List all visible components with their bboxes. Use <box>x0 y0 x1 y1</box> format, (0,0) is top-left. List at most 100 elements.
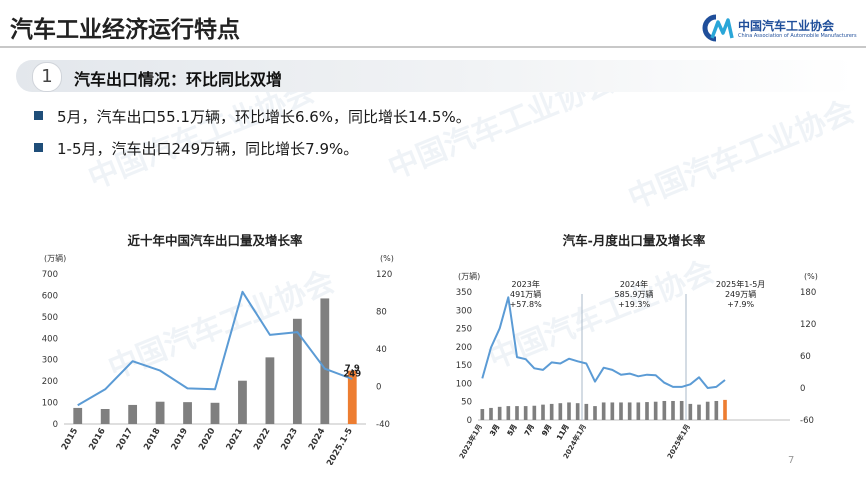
chart-bar <box>541 404 545 420</box>
x-tick-label: 2023年1月 <box>457 422 484 460</box>
y-tick-left: 0 <box>467 416 472 426</box>
y-axis-right-unit: (%) <box>380 254 394 263</box>
chart-bar <box>610 402 615 420</box>
x-tick-label: 11月 <box>555 423 570 442</box>
section-bar <box>16 60 856 92</box>
bar-value-label: 249 <box>343 370 361 380</box>
x-tick-label: 2024 <box>307 426 328 452</box>
y-tick-left: 300 <box>42 356 58 366</box>
y-tick-right: 0 <box>800 384 805 394</box>
x-tick-label: 2018 <box>142 426 163 452</box>
chart-bar <box>532 405 537 420</box>
y-tick-left: 200 <box>456 343 472 353</box>
y-tick-right: 180 <box>800 288 816 298</box>
section-number: 1 <box>32 62 62 92</box>
y-tick-left: 300 <box>456 306 472 316</box>
x-tick-label: 2019 <box>170 426 191 452</box>
y-tick-right: 120 <box>376 270 392 280</box>
y-tick-left: 200 <box>42 377 58 387</box>
chart-bar <box>636 402 641 420</box>
year-annotation: +57.8% <box>510 300 543 309</box>
y-tick-left: 100 <box>42 399 58 409</box>
bullet-item: 5月，汽车出口55.1万辆，环比增长6.6%，同比增长14.5%。 <box>34 106 471 127</box>
y-tick-right: 120 <box>800 320 816 330</box>
y-axis-left-unit: (万辆) <box>458 271 480 281</box>
y-tick-left: 700 <box>42 270 58 280</box>
x-tick-label: 2023 <box>279 426 300 452</box>
chart-bar <box>183 402 192 424</box>
chart-bar <box>210 402 220 424</box>
x-tick-label: 2020 <box>197 426 218 452</box>
y-tick-left: 250 <box>456 325 472 335</box>
chart-bar <box>347 370 357 424</box>
y-axis-left-unit: (万辆) <box>44 253 66 263</box>
x-tick-label: 3月 <box>489 423 502 437</box>
x-tick-label: 5月 <box>506 423 519 437</box>
chart-bar <box>128 404 138 424</box>
chart-bar <box>679 400 684 420</box>
chart-bar <box>73 407 83 424</box>
growth-line <box>77 290 353 407</box>
x-tick-label: 2025.1-5 <box>325 426 355 465</box>
chart-bar <box>489 407 493 420</box>
chart-bar <box>549 403 554 420</box>
year-annotation: +19.3% <box>618 300 651 309</box>
y-tick-left: 600 <box>42 291 58 301</box>
monthly-export-chart: 汽车-月度出口量及增长率 (万辆) (%) 0 50 100 150 200 250 300 350… <box>438 225 858 465</box>
chart-bar <box>593 406 597 420</box>
x-tick-label: 2017 <box>115 426 136 452</box>
chart-bar <box>558 403 563 420</box>
year-annotation: 585.9万辆 <box>615 289 654 299</box>
x-tick-label: 2021 <box>225 426 246 452</box>
logo: 中国汽车工业协会 China Association of Automobile… <box>698 14 857 44</box>
annual-export-chart: 近十年中国汽车出口量及增长率 (万辆) (%) 0 100 200 300 400 500 600… <box>28 225 428 465</box>
chart-bar <box>506 406 511 420</box>
y-tick-right: -60 <box>800 416 814 426</box>
caam-logo-icon <box>702 14 734 42</box>
chart-bar <box>662 400 667 420</box>
chart-bar <box>584 403 589 420</box>
x-tick-label: 2015 <box>60 426 81 452</box>
chart-title: 汽车-月度出口量及增长率 <box>563 233 706 248</box>
chart-bar <box>515 406 519 420</box>
chart-bar <box>697 404 701 420</box>
page-number: 7 <box>788 455 795 466</box>
x-tick-label: 2016 <box>87 426 108 452</box>
watermark: 中国汽车工业协会 <box>623 94 860 217</box>
chart-bar <box>627 402 632 420</box>
x-tick-label: 7月 <box>523 423 536 437</box>
logo-subtext: China Association of Automobile Manufact… <box>738 33 857 39</box>
x-tick-label: 2022 <box>252 426 273 452</box>
chart-bar <box>714 400 719 420</box>
chart-title: 近十年中国汽车出口量及增长率 <box>127 233 303 248</box>
section-title: 汽车出口情况：环比同比双增 <box>74 70 283 89</box>
chart-bar <box>653 401 658 420</box>
chart-bar <box>265 357 275 424</box>
x-tick-label: 9月 <box>541 423 554 437</box>
y-tick-right: 60 <box>800 352 811 362</box>
chart-bar <box>320 298 330 424</box>
chart-bar <box>100 409 110 424</box>
chart-bar <box>705 401 710 420</box>
chart-bar <box>292 318 302 424</box>
y-tick-left: 150 <box>456 361 472 371</box>
year-annotation: 2023年 <box>511 279 539 289</box>
chart-bar <box>619 402 623 420</box>
y-tick-right: 0 <box>376 383 381 393</box>
chart-bar <box>688 403 693 420</box>
chart-bar <box>723 399 727 420</box>
logo-text: 中国汽车工业协会 <box>738 19 835 33</box>
year-annotation: 2024年 <box>620 279 648 289</box>
year-annotation: 2025年1-5月 <box>716 279 765 289</box>
chart-bar <box>671 400 675 420</box>
y-tick-right: -40 <box>376 420 390 430</box>
year-annotation: +7.9% <box>727 300 754 309</box>
page-title: 汽车工业经济运行特点 <box>10 17 240 43</box>
chart-bar <box>523 406 528 420</box>
chart-bar <box>480 409 485 420</box>
chart-bar <box>238 380 247 424</box>
y-tick-left: 0 <box>53 420 58 430</box>
bullet-square-icon <box>34 111 43 120</box>
y-tick-right: 40 <box>376 345 387 355</box>
y-tick-right: 80 <box>376 308 387 318</box>
